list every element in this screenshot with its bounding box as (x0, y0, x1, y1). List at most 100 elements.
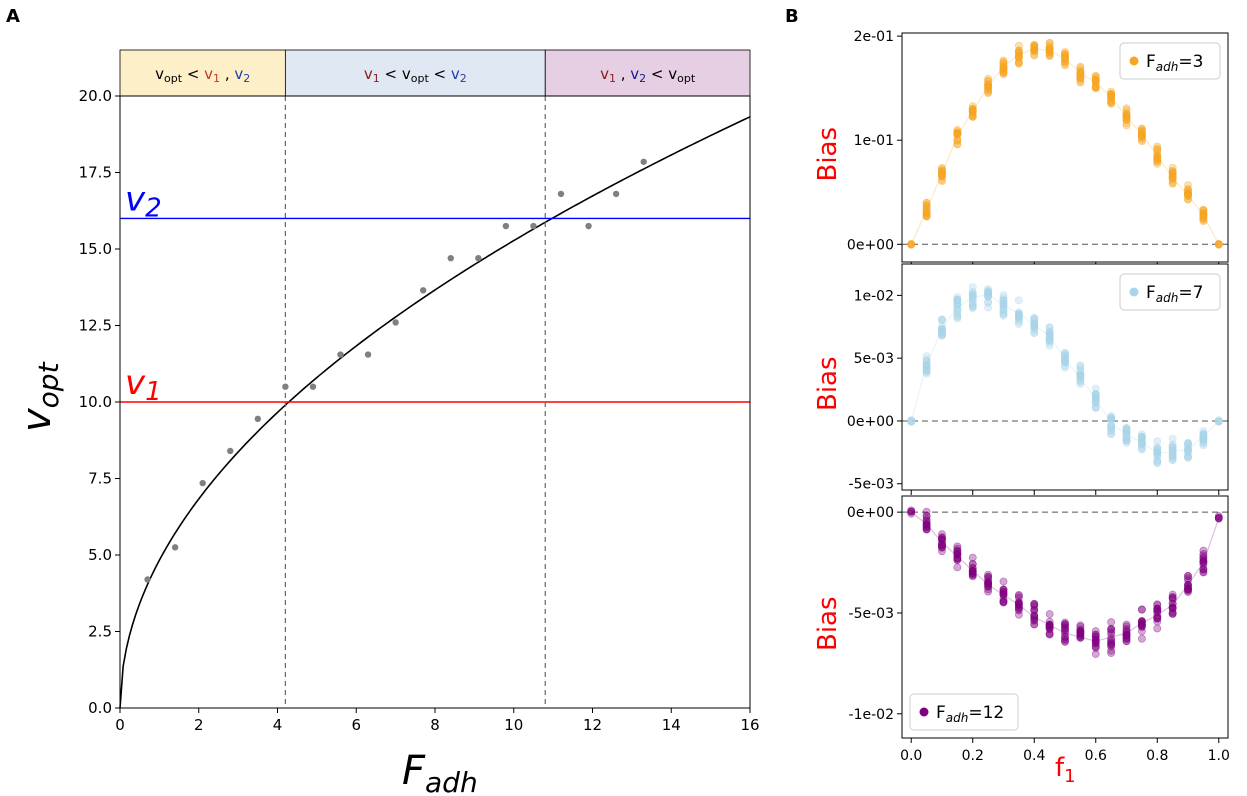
data-point (199, 479, 206, 487)
bias-sample-point (1014, 59, 1023, 67)
bias-sample-point (1199, 208, 1208, 217)
y-tick-label: -5e-03 (849, 606, 894, 622)
data-point (530, 222, 537, 230)
bias-sample-point (1061, 348, 1069, 357)
hline-label-v2: v2 (125, 179, 162, 223)
bias-sample-point (938, 325, 946, 333)
bias-sample-point (1061, 357, 1069, 366)
bias-sample-point (1199, 441, 1208, 450)
bias-sample-point (1091, 81, 1100, 90)
bias-sample-point (1045, 622, 1054, 631)
bias-sample-point (1061, 637, 1069, 646)
bias-sample-point (1045, 48, 1054, 56)
bias-sample-point (1107, 649, 1116, 657)
bias-sample-point (922, 360, 931, 369)
bias-sample-point (1184, 186, 1192, 195)
y-tick-label: 5.0 (88, 546, 112, 564)
x-tick-label: 10 (504, 716, 523, 734)
bias-sample-point (1122, 106, 1131, 114)
data-point (254, 415, 262, 423)
data-point (502, 222, 510, 230)
y-tick-label: 10.0 (79, 393, 112, 411)
bias-sample-point (1168, 447, 1177, 456)
y-tick-label: -1e-02 (849, 707, 894, 723)
y-tick-label: 1e-02 (854, 288, 894, 304)
bias-sample-point (1168, 609, 1177, 618)
bias-sample-point (968, 567, 977, 576)
bias-sample-point (1076, 625, 1085, 634)
bias-sample-point (1199, 558, 1208, 567)
bias-sample-point (1091, 639, 1100, 648)
y-tick-label: 0.0 (88, 699, 112, 717)
bias-sample-point (1122, 104, 1131, 113)
subplot-frame (901, 495, 1229, 739)
bias-sample-point (968, 553, 977, 562)
legend-box (909, 693, 1019, 731)
bias-sample-point (1168, 590, 1177, 599)
bias-sample-point (1107, 625, 1116, 634)
bias-sample-point (1153, 452, 1162, 461)
bias-sample-point (938, 541, 946, 550)
bias-sample-point (907, 507, 916, 516)
data-point (557, 190, 565, 198)
bias-sample-point (1153, 624, 1162, 633)
bias-sample-point (999, 294, 1008, 303)
bias-sample-point (1107, 87, 1116, 96)
bias-sample-point (938, 168, 946, 177)
bias-sample-point (922, 507, 931, 516)
bias-sample-point (968, 564, 977, 573)
bias-sample-point (922, 199, 931, 208)
bias-sample-point (1014, 310, 1023, 319)
bias-sample-point (938, 315, 946, 324)
bias-sample-point (922, 366, 931, 375)
bias-sample-point (1014, 312, 1023, 321)
legend-marker (1129, 56, 1139, 66)
bias-sample-point (968, 283, 977, 291)
y-tick-label: 7.5 (88, 470, 112, 488)
data-point (392, 319, 399, 326)
bias-sample-point (938, 331, 946, 340)
bias-sample-point (1168, 172, 1177, 181)
bias-sample-point (938, 177, 946, 186)
bias-sample-point (1091, 644, 1100, 652)
bias-sample-point (1122, 620, 1131, 629)
bias-sample-point (1014, 296, 1023, 305)
panel-a-chart: vopt < v1 , v2 v1 < vopt < v2 v1 , v2 < vo… (14, 49, 760, 796)
bias-sample-point (1030, 606, 1039, 615)
bias-sample-point (1153, 617, 1162, 626)
data-point (447, 254, 454, 262)
bias-sample-point (999, 311, 1008, 320)
subplot-f-adh-7: -5e-03 0e+00 5e-03 1e-02 Bias Fadh=7 (813, 263, 1229, 495)
bias-sample-point (968, 295, 977, 303)
bias-sample-point (1214, 514, 1223, 523)
data-point (282, 383, 289, 390)
bias-sample-point (953, 307, 962, 316)
bias-sample-point (1107, 98, 1116, 107)
bias-sample-point (1122, 628, 1131, 637)
bias-sample-point (984, 288, 993, 297)
panel-label-b: B (785, 6, 799, 27)
bias-sample-point (1137, 134, 1146, 143)
bias-sample-point (1014, 320, 1023, 328)
bias-sample-point (1107, 421, 1116, 430)
bias-sample-point (922, 209, 931, 218)
x-axis-label-a: Fadh (402, 748, 478, 796)
bias-sample-point (1014, 315, 1023, 324)
bias-sample-point (1184, 192, 1192, 201)
bias-sample-point (1014, 51, 1023, 60)
x-tick-label: 1.0 (1208, 748, 1230, 764)
region-header: vopt < v1 , v2 v1 < vopt < v2 v1 , v2 < vo… (119, 49, 751, 97)
bias-sample-point (1122, 115, 1131, 124)
legend-marker (919, 707, 929, 717)
bias-sample-point (938, 539, 946, 548)
bias-sample-point (953, 126, 962, 134)
bias-sample-point (1014, 603, 1023, 612)
bias-sample-point (1091, 398, 1100, 407)
bias-sample-point (984, 570, 993, 579)
y-tick-label: 2e-01 (854, 29, 894, 45)
data-point (309, 383, 317, 390)
bias-sample-point (1153, 152, 1162, 160)
bias-sample-point (968, 110, 977, 119)
bias-sample-point (1137, 627, 1146, 636)
